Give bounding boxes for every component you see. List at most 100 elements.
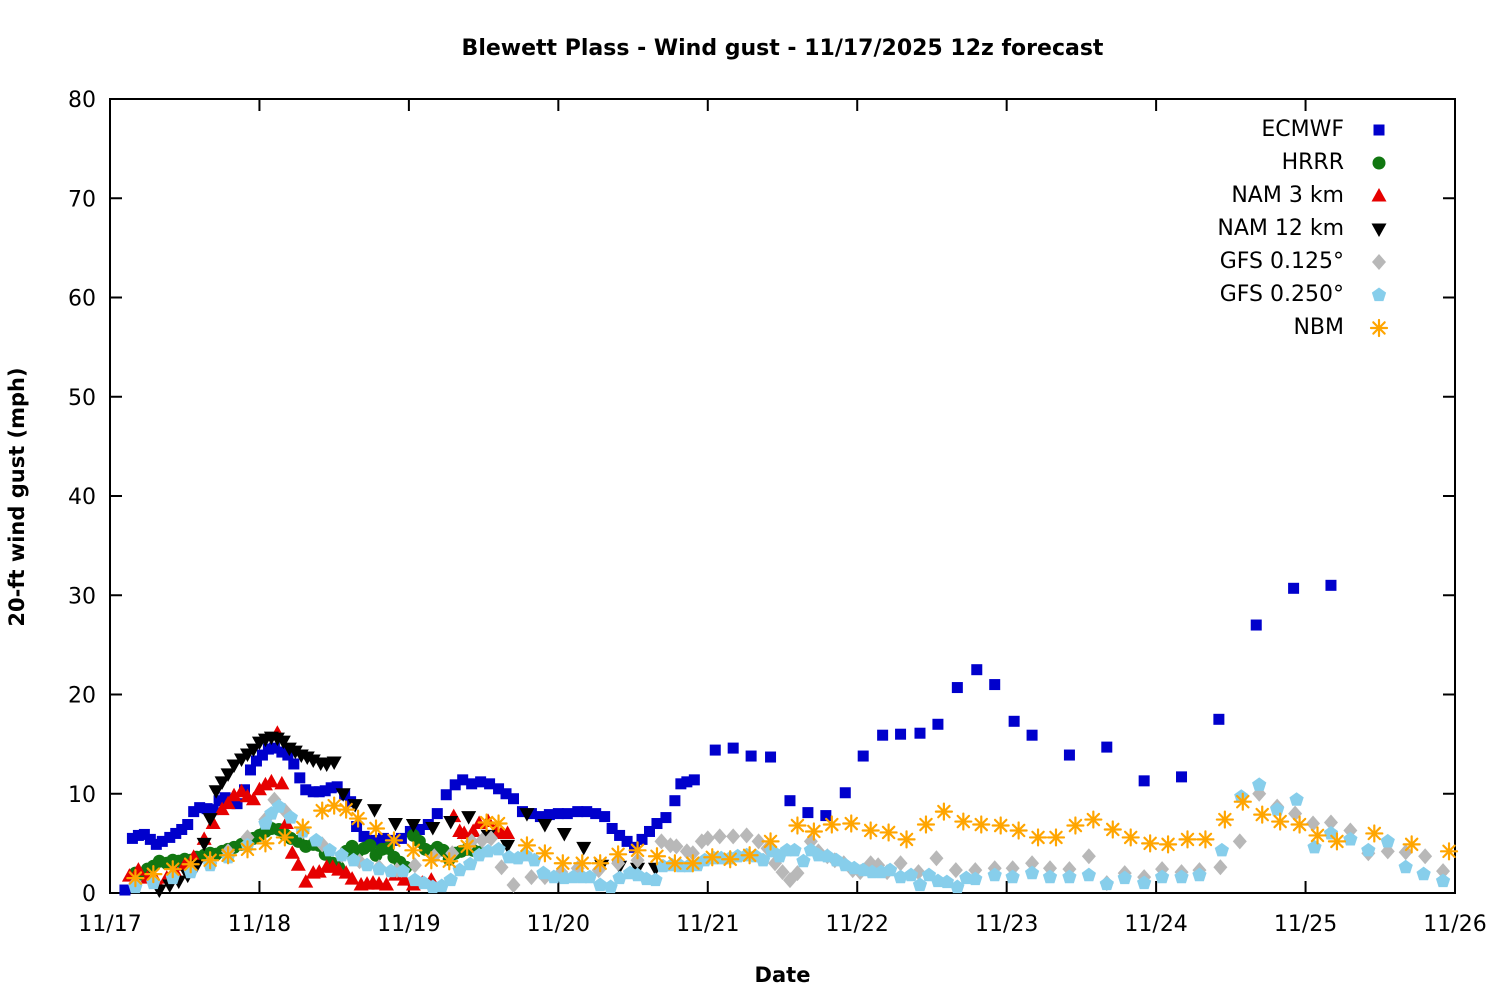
- legend-item-hrrr: HRRR: [1217, 146, 1414, 179]
- triangle-up-marker-icon: [1344, 184, 1414, 208]
- y-tick-label: 0: [82, 882, 96, 907]
- data-point: [205, 815, 221, 830]
- data-point: [283, 810, 298, 824]
- data-point: [298, 874, 314, 888]
- data-point: [182, 819, 194, 831]
- data-point: [334, 847, 349, 862]
- data-point: [214, 776, 230, 790]
- x-tick-label: 11/23: [975, 912, 1038, 937]
- data-point: [804, 822, 823, 841]
- data-point: [275, 828, 294, 847]
- data-point: [219, 792, 231, 804]
- data-point: [1308, 826, 1327, 845]
- data-point: [294, 772, 306, 784]
- x-tick-label: 11/20: [527, 912, 590, 937]
- series-gfs-0-250-: [128, 777, 1451, 894]
- data-point: [609, 845, 628, 864]
- data-point: [443, 816, 459, 830]
- data-point: [857, 750, 869, 762]
- data-point: [457, 774, 469, 786]
- data-point: [1101, 741, 1113, 753]
- data-point: [150, 838, 162, 850]
- pentagon-marker-icon: [1344, 283, 1414, 307]
- circle-marker-icon: [1344, 151, 1414, 175]
- data-point: [1063, 749, 1075, 761]
- data-point: [335, 788, 351, 802]
- legend-item-nbm: NBM: [1217, 311, 1414, 344]
- data-point: [196, 837, 212, 852]
- data-point: [1117, 870, 1132, 885]
- data-point: [288, 758, 300, 770]
- data-point: [861, 821, 880, 840]
- data-point: [287, 745, 303, 760]
- data-point: [276, 746, 288, 758]
- legend-label: NBM: [1293, 315, 1344, 340]
- data-point: [1062, 869, 1077, 884]
- data-point: [431, 808, 443, 820]
- data-point: [603, 879, 618, 894]
- data-point: [207, 804, 219, 816]
- data-point: [226, 787, 242, 802]
- data-point: [477, 813, 496, 832]
- data-point: [313, 786, 325, 798]
- chart-title: Blewett Plass - Wind gust - 11/17/2025 1…: [461, 36, 1104, 61]
- data-point: [262, 743, 274, 755]
- x-tick-label: 11/24: [1124, 912, 1187, 937]
- data-point: [1402, 835, 1421, 854]
- data-point: [194, 802, 206, 814]
- data-point: [683, 854, 702, 873]
- data-point: [553, 854, 572, 873]
- data-point: [685, 845, 700, 862]
- data-point: [1005, 869, 1020, 884]
- data-point: [311, 864, 327, 878]
- data-point: [274, 775, 290, 790]
- data-point: [877, 729, 889, 741]
- data-point: [1192, 867, 1207, 882]
- data-point: [527, 852, 542, 867]
- data-point: [322, 842, 337, 857]
- data-point: [500, 788, 512, 800]
- data-point: [309, 832, 324, 847]
- data-point: [208, 785, 224, 799]
- data-point: [337, 800, 356, 819]
- data-point: [452, 862, 467, 877]
- data-point: [377, 832, 389, 844]
- data-point: [669, 838, 684, 855]
- data-point: [508, 793, 519, 805]
- data-point: [688, 774, 700, 786]
- data-point: [1327, 832, 1347, 851]
- data-point: [1137, 875, 1152, 890]
- data-point: [1253, 805, 1272, 824]
- data-point: [916, 815, 936, 834]
- data-point: [475, 776, 487, 788]
- data-point: [1138, 775, 1150, 787]
- data-point: [300, 784, 312, 796]
- data-point: [218, 846, 238, 865]
- data-point: [458, 837, 477, 856]
- data-point: [796, 853, 811, 868]
- data-point: [213, 795, 225, 807]
- data-point: [313, 801, 332, 820]
- square-marker-icon: [1344, 118, 1414, 142]
- data-point: [1026, 729, 1038, 741]
- data-point: [1271, 812, 1290, 831]
- data-point: [256, 749, 268, 761]
- data-point: [648, 872, 663, 887]
- data-point: [326, 756, 342, 770]
- data-point: [126, 832, 138, 844]
- data-point: [669, 795, 681, 807]
- data-point: [500, 839, 516, 854]
- y-tick-label: 50: [68, 386, 96, 411]
- data-point: [1024, 865, 1040, 880]
- data-point: [929, 850, 944, 867]
- data-point: [1099, 876, 1114, 891]
- data-point: [556, 827, 572, 842]
- data-point: [647, 847, 667, 866]
- axis-ticks: [109, 98, 1456, 894]
- y-axis-label: 20-ft wind gust (mph): [5, 367, 29, 627]
- data-point: [802, 807, 814, 819]
- data-point: [543, 809, 555, 821]
- x-tick-label: 11/17: [78, 912, 141, 937]
- data-point: [1042, 869, 1058, 884]
- y-tick-label: 80: [68, 88, 96, 113]
